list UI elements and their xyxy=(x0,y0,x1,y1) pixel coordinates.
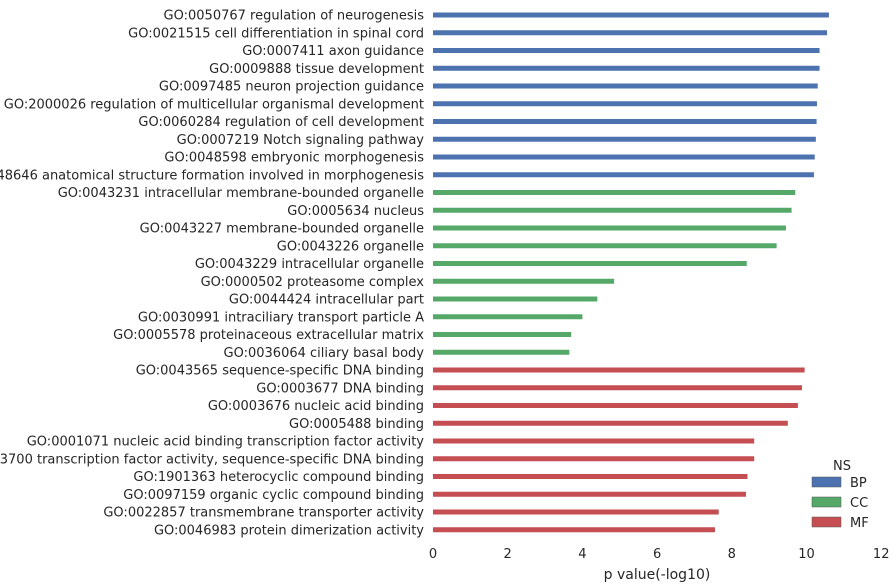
bar-bp-4 xyxy=(433,83,818,89)
category-label: GO:0046983 protein dimerization activity xyxy=(154,523,424,538)
category-label: GO:0030991 intraciliary transport partic… xyxy=(138,310,424,325)
bar-mf-28 xyxy=(433,509,719,515)
category-label: GO:0097159 organic cyclic compound bindi… xyxy=(123,488,424,503)
bar-cc-15 xyxy=(433,278,615,284)
x-tick-label: 6 xyxy=(653,547,661,562)
x-axis: 0 2 4 6 8 10 12 p value(-log10) xyxy=(429,547,890,583)
category-label: GO:0044424 intracellular part xyxy=(229,293,424,308)
category-label: GO:2000026 regulation of multicellular o… xyxy=(4,97,424,112)
x-tick-label: 4 xyxy=(578,547,586,562)
bar-cc-12 xyxy=(433,225,786,231)
category-label: GO:0043229 intracellular organelle xyxy=(195,257,424,272)
category-label: GO:0043227 membrane-bounded organelle xyxy=(140,222,424,237)
legend-label-bp: BP xyxy=(850,476,867,491)
bar-bp-3 xyxy=(433,65,820,71)
category-label: GO:0021515 cell differentiation in spina… xyxy=(128,26,424,41)
bar-bp-0 xyxy=(433,12,829,18)
bar-cc-11 xyxy=(433,207,792,213)
bar-bp-9 xyxy=(433,172,814,178)
category-label: GO:0048598 embryonic morphogenesis xyxy=(164,151,424,166)
bar-cc-18 xyxy=(433,332,572,337)
legend-swatch-cc xyxy=(811,496,842,508)
category-label: GO:0050767 regulation of neurogenesis xyxy=(164,9,425,24)
category-label: GO:0007411 axon guidance xyxy=(242,44,424,59)
category-label: GO:0000502 proteasome complex xyxy=(201,275,425,290)
category-label: GO:0060284 regulation of cell developmen… xyxy=(138,115,424,130)
category-label: GO:0097485 neuron projection guidance xyxy=(159,80,424,95)
category-label: GO:0005488 binding xyxy=(289,417,424,432)
category-label: GO:0022857 transmembrane transporter act… xyxy=(103,506,424,521)
category-label: GO:0043231 intracellular membrane-bounde… xyxy=(58,186,424,201)
legend-swatch-mf xyxy=(811,516,842,528)
bar-mf-24 xyxy=(433,438,755,444)
bar-cc-16 xyxy=(433,296,598,302)
bar-mf-29 xyxy=(433,527,715,533)
x-axis-label: p value(-log10) xyxy=(604,567,711,583)
legend-label-cc: CC xyxy=(850,496,868,511)
category-label: GO:0043226 organelle xyxy=(277,239,424,254)
category-label: GO:0003677 DNA binding xyxy=(256,381,424,396)
x-tick-labels: 0 2 4 6 8 10 12 xyxy=(429,547,890,562)
bar-mf-22 xyxy=(433,403,798,408)
category-label: GO:0005578 proteinaceous extracellular m… xyxy=(113,328,424,343)
category-label: GO:0003676 nucleic acid binding xyxy=(208,399,424,414)
category-label: GO:0048646 anatomical structure formatio… xyxy=(0,168,424,183)
legend-label-mf: MF xyxy=(850,516,869,531)
bar-cc-17 xyxy=(433,314,583,320)
category-labels-layer: GO:0050767 regulation of neurogenesis GO:… xyxy=(0,9,424,539)
x-tick-label: 10 xyxy=(798,547,815,562)
bar-mf-26 xyxy=(433,474,748,479)
x-tick-label: 8 xyxy=(728,547,736,562)
legend: NS BP CC MF xyxy=(811,459,869,531)
bar-cc-14 xyxy=(433,261,747,266)
bar-cc-19 xyxy=(433,349,570,355)
bar-cc-13 xyxy=(433,243,777,249)
bar-bp-8 xyxy=(433,154,815,160)
x-tick-label: 12 xyxy=(873,547,890,562)
bar-bp-1 xyxy=(433,30,828,36)
category-label: GO:0003700 transcription factor activity… xyxy=(0,452,424,467)
category-label: GO:0043565 sequence-specific DNA binding xyxy=(136,364,424,379)
bar-mf-20 xyxy=(433,367,805,373)
category-label: GO:0009888 tissue development xyxy=(209,62,424,77)
x-tick-label: 0 xyxy=(429,547,437,562)
category-label: GO:0001071 nucleic acid binding transcri… xyxy=(27,435,425,450)
legend-title: NS xyxy=(833,459,851,474)
category-label: GO:0005634 nucleus xyxy=(287,204,424,219)
legend-swatch-bp xyxy=(811,476,842,488)
bar-bp-7 xyxy=(433,136,816,142)
bar-mf-21 xyxy=(433,385,803,391)
category-label: GO:0036064 ciliary basal body xyxy=(224,346,425,361)
bar-cc-10 xyxy=(433,190,796,195)
category-label: GO:0007219 Notch signaling pathway xyxy=(177,133,425,148)
bar-mf-27 xyxy=(433,491,746,497)
legend-entries: BP CC MF xyxy=(811,476,869,531)
bar-bp-5 xyxy=(433,101,817,107)
bar-mf-25 xyxy=(433,456,755,462)
bar-bp-6 xyxy=(433,119,817,124)
bar-mf-23 xyxy=(433,420,788,426)
x-tick-label: 2 xyxy=(504,547,512,562)
bar-bp-2 xyxy=(433,48,820,53)
bars-layer xyxy=(433,12,829,533)
category-label: GO:1901363 heterocyclic compound binding xyxy=(133,470,424,485)
